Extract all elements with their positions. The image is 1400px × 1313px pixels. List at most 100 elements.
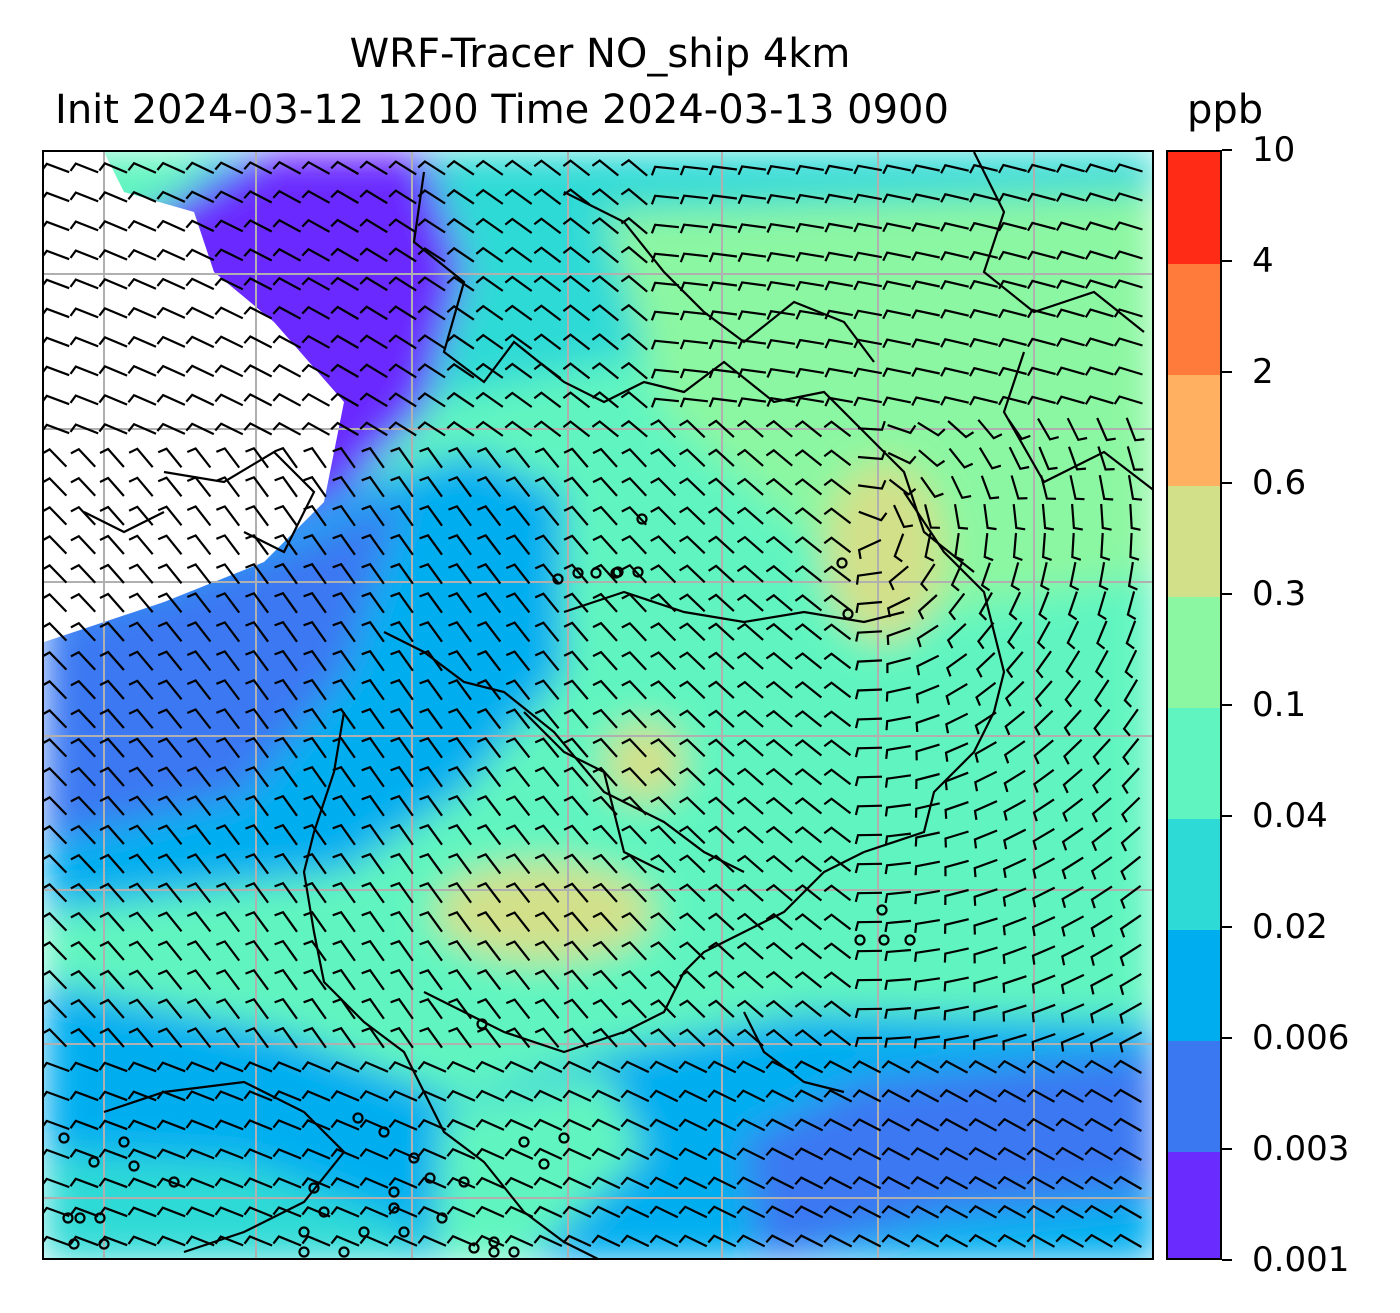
wind-barb [915, 743, 940, 761]
wind-barb [853, 222, 883, 233]
wind-barb [823, 478, 852, 496]
wind-barb [707, 622, 735, 641]
wind-barb [69, 336, 99, 348]
wind-barb [1055, 1233, 1085, 1248]
wind-barb [156, 1235, 186, 1247]
wind-barb [417, 247, 446, 263]
wind-barb [918, 449, 946, 468]
wind-barb [591, 333, 619, 351]
wind-barb [504, 275, 533, 292]
wind-barb [98, 423, 128, 435]
wind-barb [679, 339, 709, 350]
wind-barb [1055, 1175, 1085, 1190]
wind-barb [215, 621, 241, 643]
wind-barb [505, 679, 531, 701]
wind-barb [736, 1147, 766, 1161]
wind-barb [795, 193, 824, 204]
wind-barb [417, 421, 446, 437]
wind-barb [765, 912, 793, 931]
wind-barb [243, 248, 273, 262]
wind-barb [1090, 973, 1114, 995]
wind-barb [215, 853, 241, 875]
wind-barb [332, 765, 356, 788]
wind-barb [650, 368, 680, 379]
wind-barb [476, 476, 502, 498]
wind-barb [44, 912, 68, 932]
wind-barb [649, 1205, 679, 1219]
wind-barb [1031, 916, 1056, 937]
wind-barb [707, 448, 735, 467]
wind-barb [592, 679, 618, 700]
wind-barb [1026, 192, 1056, 203]
wind-barb [736, 680, 764, 699]
calm-circle [558, 1132, 570, 1144]
wind-barb [1040, 475, 1056, 500]
wind-barb [1122, 738, 1140, 766]
wind-barb [245, 504, 269, 527]
wind-barb [973, 975, 998, 993]
wind-barb [562, 1118, 592, 1131]
wind-barb [1122, 708, 1139, 737]
wind-barb [417, 1060, 447, 1073]
wind-barb [794, 536, 823, 554]
wind-barb [765, 448, 793, 467]
wind-barb [940, 251, 969, 261]
wind-barb [997, 1175, 1027, 1190]
wind-barb [650, 883, 677, 903]
wind-barb [621, 824, 648, 845]
wind-barb [419, 504, 443, 527]
wind-barb [533, 1205, 563, 1218]
wind-barb [303, 794, 327, 817]
wind-barb [911, 309, 940, 320]
colorbar-tick [1222, 371, 1232, 373]
wind-barb [1032, 769, 1055, 793]
wind-barb [1026, 395, 1056, 406]
wind-barb [562, 391, 591, 409]
wind-barb [592, 1027, 618, 1048]
wind-barb [679, 825, 706, 845]
wind-barb [70, 650, 97, 671]
wind-barb [185, 1148, 215, 1160]
wind-barb [301, 247, 331, 262]
wind-barb [390, 591, 414, 614]
wind-barb [591, 246, 619, 264]
wind-barb [361, 446, 385, 469]
wind-barb [1038, 446, 1058, 471]
wind-barb [1098, 562, 1109, 591]
wind-barb [388, 1234, 418, 1247]
wind-barb [448, 620, 472, 643]
colorbar-tick [1222, 1148, 1232, 1150]
wind-barb [884, 1007, 912, 1019]
wind-barb [475, 159, 504, 176]
wind-barb [795, 280, 824, 291]
wind-barb [969, 163, 998, 174]
wind-barb [1084, 1146, 1113, 1161]
wind-barb [708, 339, 738, 350]
wind-barb [1026, 163, 1056, 174]
wind-barb [1041, 503, 1055, 531]
wind-barb [44, 709, 68, 729]
wind-barb [274, 504, 298, 527]
colorbar-tick [1222, 149, 1232, 151]
wind-barb [707, 651, 735, 670]
wind-barb [70, 534, 97, 555]
wind-barb [330, 218, 359, 233]
wind-barb [914, 802, 940, 818]
wind-barb [185, 422, 215, 436]
wind-barb [186, 563, 212, 585]
wind-barb [533, 159, 562, 177]
wind-barb [332, 823, 356, 846]
wind-barb [446, 420, 475, 437]
wind-barb [707, 1176, 737, 1190]
wind-barb [1094, 679, 1110, 708]
wind-barb [476, 592, 502, 614]
wind-barb [824, 367, 853, 378]
wind-barb [620, 216, 648, 235]
wind-barb [70, 795, 97, 816]
wind-barb [1125, 417, 1145, 442]
map-panel[interactable] [42, 150, 1154, 1260]
wind-barb [737, 397, 767, 408]
wind-barb [330, 1090, 360, 1102]
wind-barb [361, 562, 385, 585]
colorbar-tick [1222, 260, 1232, 262]
